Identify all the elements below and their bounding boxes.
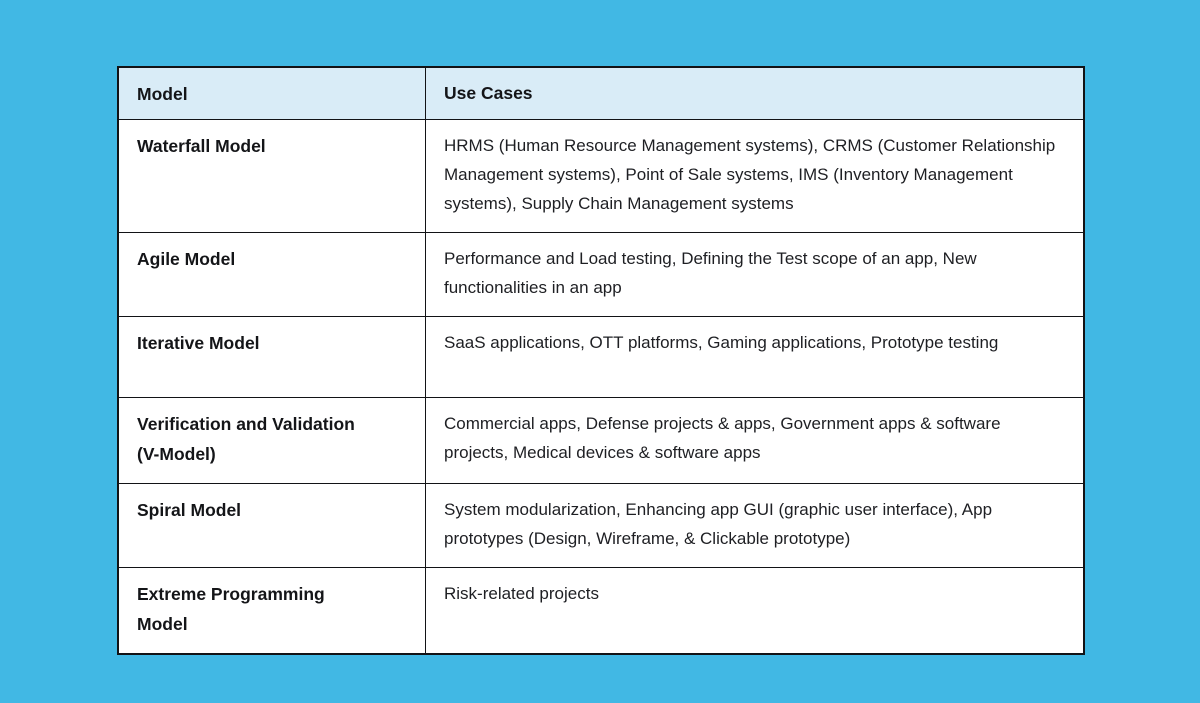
use-cases-text: HRMS (Human Resource Management systems)… <box>444 136 1056 213</box>
model-name: Waterfall Model <box>119 120 426 232</box>
column-header-use-cases: Use Cases <box>444 83 533 103</box>
model-name: Agile Model <box>119 233 426 316</box>
table-header-row: Model Use Cases <box>119 68 1083 119</box>
use-cases-text: SaaS applications, OTT platforms, Gaming… <box>444 333 999 352</box>
model-name: Iterative Model <box>119 317 426 397</box>
use-cases-text: Performance and Load testing, Defining t… <box>444 249 977 297</box>
use-cases-text: Risk-related projects <box>444 584 599 603</box>
column-header-model: Model <box>119 68 426 119</box>
table-row-spiral: Spiral Model System modularization, Enha… <box>119 483 1083 567</box>
sdlc-models-use-cases-table: Model Use Cases Waterfall Model HRMS (Hu… <box>117 66 1085 655</box>
table-row-waterfall: Waterfall Model HRMS (Human Resource Man… <box>119 119 1083 232</box>
table-row-v-model: Verification and Validation (V-Model) Co… <box>119 397 1083 483</box>
use-cases-text: System modularization, Enhancing app GUI… <box>444 500 993 548</box>
model-name: Extreme Programming Model <box>119 568 426 653</box>
use-cases-text: Commercial apps, Defense projects & apps… <box>444 414 1001 462</box>
model-name: Spiral Model <box>119 484 426 567</box>
table-row-agile: Agile Model Performance and Load testing… <box>119 232 1083 316</box>
model-name: Verification and Validation (V-Model) <box>119 398 426 483</box>
table-row-iterative: Iterative Model SaaS applications, OTT p… <box>119 316 1083 397</box>
table-row-extreme-programming: Extreme Programming Model Risk-related p… <box>119 567 1083 653</box>
